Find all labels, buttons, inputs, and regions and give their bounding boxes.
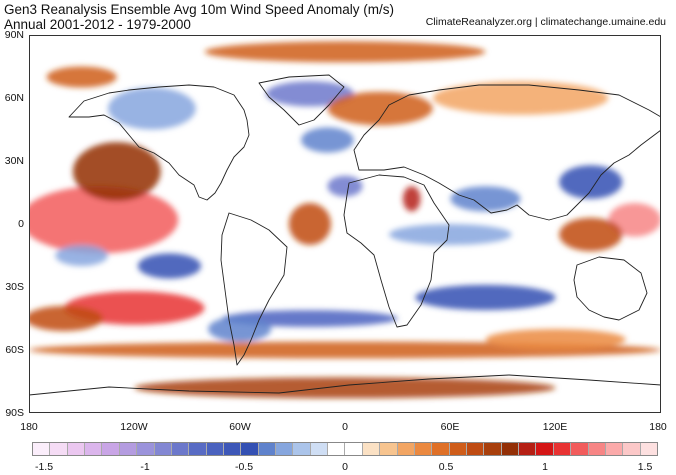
coastline-greenland [258, 74, 345, 126]
colorbar-label: 1.5 [637, 461, 653, 473]
land-outlines [29, 74, 661, 396]
coastline-north-america [68, 84, 250, 201]
colorbar-swatch [553, 443, 572, 455]
anomaly-region [402, 186, 421, 212]
world-map [29, 35, 661, 413]
anomaly-region [559, 165, 623, 199]
colorbar-swatch [536, 443, 554, 455]
colorbar-swatch [154, 443, 172, 455]
colorbar-swatch [466, 443, 485, 455]
colorbar-label: 1 [542, 461, 548, 473]
colorbar-swatch [171, 443, 190, 455]
lon-label: 60W [229, 421, 251, 433]
colorbar-swatch [310, 443, 329, 455]
colorbar-label: -1.5 [34, 461, 54, 473]
anomaly-region [450, 186, 521, 212]
colorbar-swatch [33, 443, 51, 455]
colorbar [32, 442, 658, 456]
source-credit: ClimateReanalyzer.org | climatechange.um… [425, 16, 666, 28]
colorbar-swatch [223, 443, 242, 455]
anomaly-region [327, 175, 363, 197]
coastline-eurasia [353, 84, 661, 221]
anomaly-region [288, 203, 331, 245]
anomaly-region [108, 87, 196, 130]
colorbar-swatch [85, 443, 103, 455]
colorbar-swatch [50, 443, 68, 455]
colorbar-swatch [432, 443, 450, 455]
lat-label: 60S [5, 344, 24, 356]
colorbar-swatch [605, 443, 624, 455]
colorbar-swatch [588, 443, 606, 455]
lon-label: 60E [440, 421, 460, 433]
colorbar-swatch [484, 443, 502, 455]
anomaly-region [415, 284, 556, 311]
coastline-south-america [220, 212, 288, 366]
colorbar-swatch [345, 443, 363, 455]
lon-label: 180 [20, 421, 38, 433]
colorbar-swatch [206, 443, 224, 455]
anomaly-region [29, 186, 179, 254]
anomaly-region [388, 224, 512, 245]
anomaly-region [137, 253, 202, 279]
colorbar-swatch [449, 443, 467, 455]
colorbar-label: 0 [342, 461, 348, 473]
chart-title: Gen3 Reanalysis Ensemble Avg 10m Wind Sp… [4, 2, 394, 17]
colorbar-swatch [328, 443, 346, 455]
coastline-australia [573, 256, 648, 321]
lon-label: 0 [342, 421, 348, 433]
lat-label: 0 [18, 218, 24, 230]
lon-label: 180 [649, 421, 667, 433]
lon-label: 120E [542, 421, 568, 433]
colorbar-swatch [362, 443, 381, 455]
colorbar-label: 0.5 [438, 461, 454, 473]
colorbar-swatch [137, 443, 155, 455]
colorbar-swatch [414, 443, 433, 455]
colorbar-swatch [241, 443, 259, 455]
anomaly-region [327, 91, 433, 126]
anomaly-region [55, 245, 108, 266]
colorbar-swatch [67, 443, 86, 455]
colorbar-swatch [397, 443, 415, 455]
colorbar-swatch [276, 443, 294, 455]
colorbar-swatch [623, 443, 641, 455]
anomaly-region [432, 81, 609, 115]
colorbar-swatch [293, 443, 311, 455]
coastline-africa [343, 174, 450, 328]
anomaly-region [208, 316, 272, 342]
anomaly-region [134, 377, 556, 399]
lat-label: 30N [4, 155, 24, 167]
colorbar-swatch [189, 443, 207, 455]
colorbar-swatch [519, 443, 537, 455]
colorbar-swatch [119, 443, 138, 455]
colorbar-swatch [258, 443, 277, 455]
colorbar-swatch [501, 443, 520, 455]
colorbar-label: -0.5 [234, 461, 254, 473]
map-frame [29, 35, 661, 413]
lat-label: 90S [5, 407, 24, 419]
anomaly-region [485, 329, 626, 350]
anomaly-region [46, 66, 117, 88]
lat-label: 60N [4, 92, 24, 104]
colorbar-swatch [640, 443, 657, 455]
colorbar-swatch [380, 443, 398, 455]
coastline-antarctica [29, 374, 661, 396]
lon-label: 120W [120, 421, 148, 433]
anomaly-field [29, 41, 661, 399]
lat-label: 90N [4, 29, 24, 41]
anomaly-region [301, 127, 354, 153]
anomaly-region [204, 41, 486, 63]
anomaly-region [559, 217, 623, 252]
colorbar-label: -1 [140, 461, 150, 473]
lat-label: 30S [5, 281, 24, 293]
anomaly-region [72, 142, 161, 201]
colorbar-swatch [571, 443, 589, 455]
chart-subtitle: Annual 2001-2012 - 1979-2000 [4, 17, 191, 32]
colorbar-swatch [102, 443, 120, 455]
anomaly-region [29, 305, 103, 332]
anomaly-region [266, 81, 354, 107]
anomaly-region [608, 203, 661, 237]
